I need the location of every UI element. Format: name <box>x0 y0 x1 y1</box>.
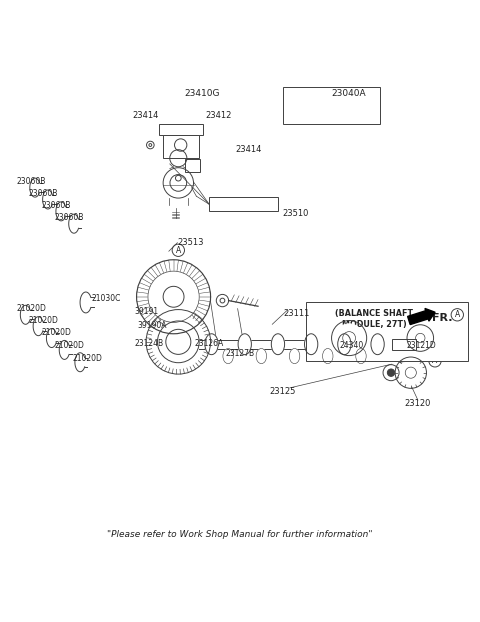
Text: 21020D: 21020D <box>42 328 72 337</box>
Text: 23060B: 23060B <box>16 177 46 187</box>
Polygon shape <box>170 167 187 169</box>
Text: 23513: 23513 <box>178 238 204 247</box>
Text: 21020D: 21020D <box>55 341 85 350</box>
Text: 23127B: 23127B <box>226 349 254 358</box>
Text: "Please refer to Work Shop Manual for further information": "Please refer to Work Shop Manual for fu… <box>107 530 373 539</box>
Text: FR.: FR. <box>432 313 452 323</box>
Bar <box>283 86 380 124</box>
Ellipse shape <box>271 334 285 355</box>
Bar <box>392 338 417 350</box>
Text: 23414: 23414 <box>132 111 158 120</box>
Text: 21020D: 21020D <box>16 304 46 313</box>
Text: 21020D: 21020D <box>73 354 103 363</box>
Text: 21030C: 21030C <box>92 294 121 303</box>
Circle shape <box>157 321 199 363</box>
Bar <box>163 136 199 158</box>
Ellipse shape <box>323 348 333 364</box>
Text: 23126A: 23126A <box>194 339 224 348</box>
Ellipse shape <box>256 348 266 364</box>
Text: A: A <box>176 246 181 255</box>
Text: 23111: 23111 <box>284 309 310 318</box>
Circle shape <box>137 260 211 334</box>
Text: 39191: 39191 <box>134 307 158 315</box>
Ellipse shape <box>338 334 351 355</box>
Bar <box>185 159 200 172</box>
Circle shape <box>148 271 199 322</box>
Ellipse shape <box>223 348 233 364</box>
Text: (BALANCE SHAFT
MODULE, 27T): (BALANCE SHAFT MODULE, 27T) <box>335 309 413 330</box>
Text: 23120: 23120 <box>405 399 431 408</box>
Ellipse shape <box>304 334 318 355</box>
Text: 23060B: 23060B <box>29 189 58 198</box>
Ellipse shape <box>371 334 384 355</box>
Text: A: A <box>455 310 460 319</box>
Text: 23410G: 23410G <box>184 89 220 98</box>
Text: 23060B: 23060B <box>42 201 71 210</box>
FancyArrow shape <box>408 309 435 325</box>
Text: 23060B: 23060B <box>55 213 84 222</box>
Bar <box>306 302 468 361</box>
Bar <box>159 124 203 136</box>
Circle shape <box>335 324 363 352</box>
Ellipse shape <box>205 334 218 355</box>
Text: 23125: 23125 <box>269 387 296 396</box>
Bar <box>209 197 278 211</box>
Text: 24340: 24340 <box>339 341 364 350</box>
Ellipse shape <box>289 348 300 364</box>
Text: A: A <box>432 356 438 365</box>
Circle shape <box>410 328 431 348</box>
Text: 23414: 23414 <box>235 145 262 154</box>
Ellipse shape <box>238 334 252 355</box>
Ellipse shape <box>356 348 366 364</box>
Bar <box>392 338 417 350</box>
Text: 23124B: 23124B <box>134 339 164 348</box>
Text: 23412: 23412 <box>205 111 232 120</box>
Text: 23510: 23510 <box>283 209 309 218</box>
Circle shape <box>151 314 206 369</box>
Text: 23121D: 23121D <box>407 341 436 350</box>
Text: 39190A: 39190A <box>137 321 167 330</box>
Circle shape <box>398 360 423 385</box>
Circle shape <box>387 369 395 376</box>
Text: 21020D: 21020D <box>29 316 59 325</box>
Circle shape <box>163 286 184 307</box>
Text: 23040A: 23040A <box>332 89 366 98</box>
